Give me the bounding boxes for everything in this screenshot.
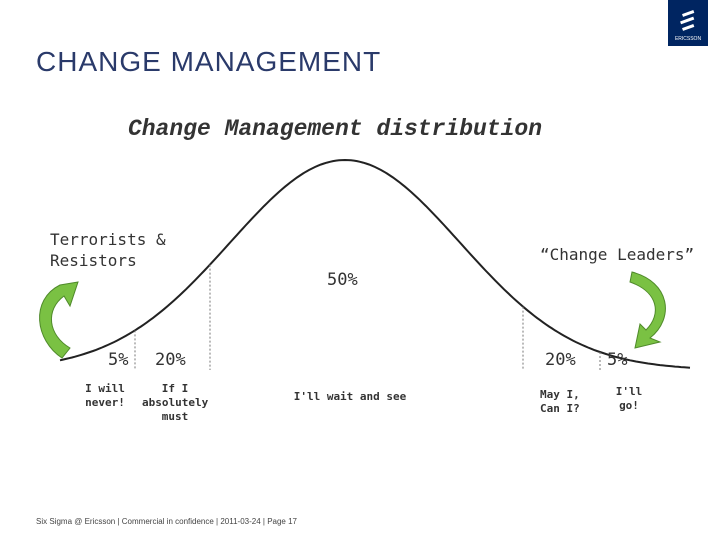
left-label: Terrorists & Resistors [50, 230, 166, 270]
dividers [134, 264, 601, 370]
logo: ERICSSON [668, 0, 708, 46]
percent: 20% [155, 350, 186, 370]
segment-label: I'll wait and see [293, 390, 407, 403]
segment-label: May I, Can I? [540, 388, 580, 415]
percent: 20% [545, 350, 576, 370]
right-label: “Change Leaders” [540, 245, 695, 264]
percent: 5% [607, 350, 628, 370]
subtitle: Change Management distribution [127, 116, 543, 142]
logo-bar [682, 24, 695, 31]
footer: Six Sigma @ Ericsson | Commercial in con… [36, 517, 297, 526]
logo-bar [680, 16, 695, 25]
percent: 5% [108, 350, 129, 370]
segment-label: I'll go! [615, 385, 643, 412]
logo-mark [680, 10, 695, 31]
left-arrow [39, 281, 79, 359]
segment-label: I will never! [85, 382, 125, 409]
percent: 50% [327, 270, 358, 290]
logo-bars [680, 10, 695, 31]
bell-curve [59, 158, 691, 369]
logo-bar [682, 10, 695, 17]
logo-text: ERICSSON [674, 36, 702, 42]
segment-label: If I absolutely must [142, 382, 209, 423]
right-arrow [629, 271, 666, 349]
slide-title: CHANGE MANAGEMENT [36, 46, 382, 77]
